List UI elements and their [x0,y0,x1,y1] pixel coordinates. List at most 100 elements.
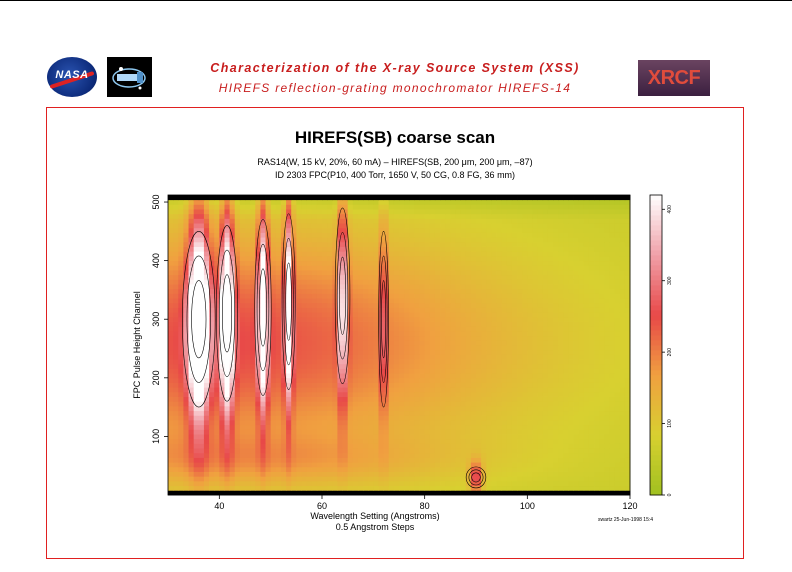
heatmap-cell [624,405,631,412]
heatmap-cell [434,312,441,318]
heatmap-cell [203,391,210,397]
heatmap-cell [547,457,554,463]
heatmap-cell [614,415,621,421]
heatmap-cell [496,340,503,346]
heatmap-cell [399,382,405,388]
heatmap-cell [178,368,184,374]
heatmap-cell [624,237,631,243]
heatmap-cell [476,345,482,351]
heatmap-cell [537,293,544,299]
heatmap-cell [486,405,492,412]
heatmap-cell [511,382,518,388]
heatmap-cell [404,401,410,407]
heatmap-cell [219,391,225,397]
heatmap-cell [214,434,220,440]
heatmap-cell [399,335,405,341]
heatmap-cell [270,452,277,458]
heatmap-cell [434,298,441,304]
heatmap-cell [280,424,287,430]
heatmap-cell [470,349,477,355]
heatmap-cell [168,293,174,299]
heatmap-cell [306,326,313,332]
heatmap-cell [563,457,569,463]
heatmap-cell [311,434,318,440]
heatmap-cell [322,255,328,262]
heatmap-cell [239,363,246,369]
heatmap-cell [168,480,174,487]
heatmap-cell [316,471,323,477]
heatmap-cell [245,274,251,280]
heatmap-cell [229,260,236,266]
heatmap-cell [327,232,333,238]
heatmap-cell [342,382,349,388]
heatmap-cell [363,251,369,257]
heatmap-cell [296,316,302,322]
heatmap-cell [306,382,313,388]
heatmap-cell [486,396,492,402]
heatmap-cell [599,462,605,468]
heatmap-cell [265,321,272,327]
heatmap-cell [594,246,600,252]
heatmap-cell [588,405,595,412]
heatmap-cell [409,345,415,351]
heatmap-cell [245,457,251,463]
heatmap-cell [568,424,574,430]
heatmap-cell [322,471,328,477]
heatmap-cell [486,382,492,388]
heatmap-cell [229,335,236,341]
heatmap-cell [363,321,369,327]
heatmap-cell [486,359,492,365]
heatmap-cell [378,480,384,487]
heatmap-cell [219,251,225,257]
heatmap-cell [193,471,200,477]
heatmap-cell [209,377,215,383]
heatmap-cell [537,420,544,426]
heatmap-cell [234,387,241,393]
heatmap-cell [517,466,523,472]
heatmap-cell [209,345,215,351]
heatmap-cell [373,316,379,322]
heatmap-cell [239,354,246,360]
heatmap-cell [373,363,379,369]
heatmap-cell [599,359,605,365]
heatmap-cell [270,462,277,468]
heatmap-cell [399,420,405,426]
heatmap-cell [306,387,313,393]
heatmap-cell [306,429,313,435]
heatmap-cell [368,246,374,252]
heatmap-cell [619,457,626,463]
heatmap-cell [219,349,225,355]
heatmap-cell [470,485,477,491]
heatmap-cell [506,302,513,308]
heatmap-cell [470,354,477,360]
heatmap-cell [583,448,590,454]
heatmap-cell [511,298,518,304]
heatmap-cell [547,345,554,351]
heatmap-cell [193,237,200,243]
heatmap-cell [563,345,569,351]
heatmap-cell [409,246,415,252]
heatmap-cell [588,335,595,341]
heatmap-cell [245,429,251,435]
heatmap-cell [594,255,600,262]
heatmap-cell [306,391,313,397]
heatmap-cell [301,288,307,294]
heatmap-cell [517,490,523,496]
heatmap-cell [286,354,292,360]
heatmap-cell [532,471,538,477]
heatmap-cell [337,274,343,280]
heatmap-cell [378,462,384,468]
heatmap-cell [378,368,384,374]
heatmap-cell [357,401,364,407]
heatmap-cell [291,387,297,393]
heatmap-cell [306,274,313,280]
heatmap-cell [183,476,189,482]
heatmap-cell [563,349,569,355]
heatmap-cell [301,405,307,412]
heatmap-cell [357,382,364,388]
heatmap-cell [522,288,528,294]
heatmap-cell [327,251,333,257]
heatmap-cell [594,270,600,276]
heatmap-cell [553,462,559,468]
heatmap-cell [296,237,302,243]
